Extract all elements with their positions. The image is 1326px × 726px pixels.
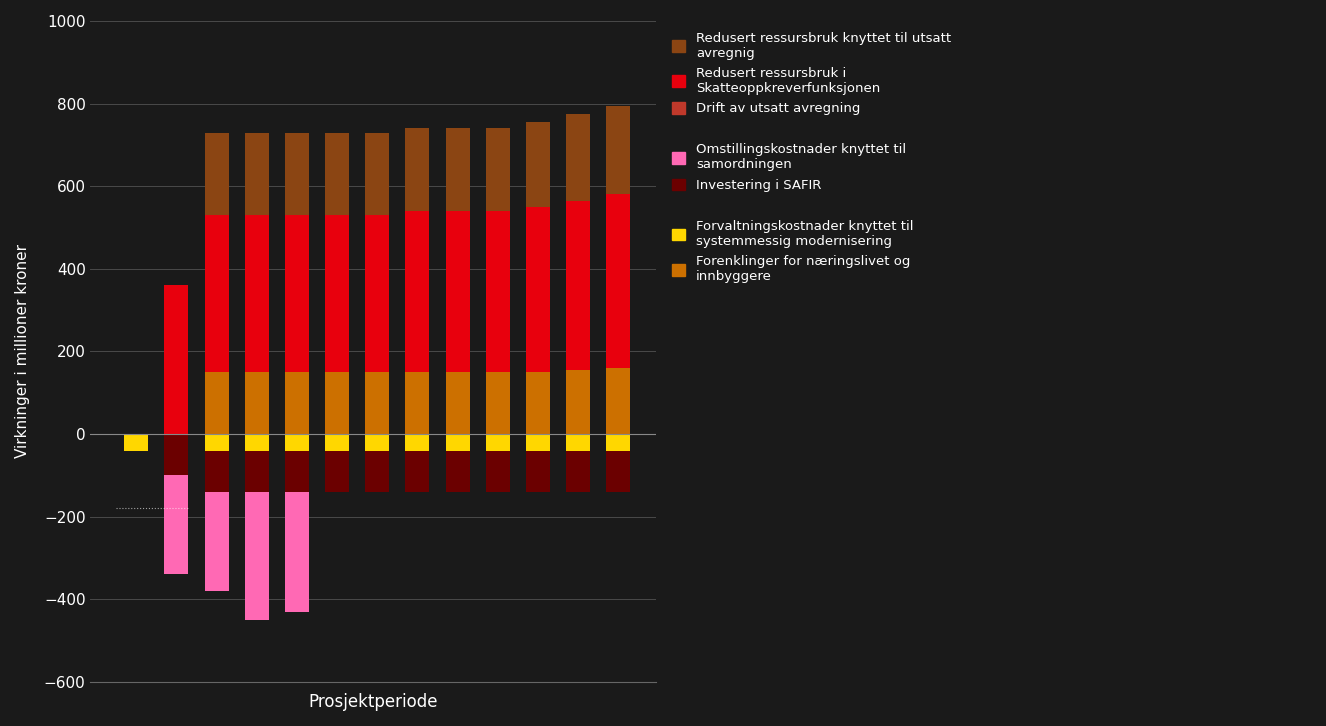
Bar [526, 451, 550, 492]
Bar [325, 434, 349, 451]
Bar [285, 215, 309, 372]
Bar [406, 372, 430, 434]
Bar [526, 207, 550, 372]
Bar [204, 434, 228, 451]
Bar [164, 476, 188, 574]
Bar [365, 434, 390, 451]
Bar [164, 285, 188, 434]
Bar [125, 434, 149, 451]
Bar [204, 451, 228, 492]
Bar [485, 211, 509, 372]
Bar [446, 451, 469, 492]
Bar [526, 434, 550, 451]
Bar [606, 451, 630, 492]
Bar [285, 434, 309, 451]
Bar [245, 492, 269, 620]
Bar [365, 133, 390, 215]
Bar [365, 451, 390, 492]
Bar [204, 372, 228, 434]
Bar [164, 434, 188, 476]
Bar [164, 434, 188, 451]
Bar [485, 129, 509, 211]
Bar [325, 215, 349, 372]
Legend: Redusert ressursbruk knyttet til utsatt
avregnig, Redusert ressursbruk i
Skatteo: Redusert ressursbruk knyttet til utsatt … [668, 28, 955, 287]
Bar [406, 451, 430, 492]
Bar [446, 434, 469, 451]
Bar [285, 451, 309, 492]
Bar [606, 195, 630, 368]
Bar [204, 215, 228, 372]
Bar [245, 451, 269, 492]
Bar [606, 106, 630, 195]
Bar [566, 434, 590, 451]
Bar [285, 133, 309, 215]
Bar [566, 114, 590, 200]
Bar [606, 368, 630, 434]
Bar [325, 372, 349, 434]
Bar [245, 133, 269, 215]
Bar [285, 372, 309, 434]
Bar [204, 492, 228, 591]
Bar [446, 129, 469, 211]
Bar [285, 492, 309, 612]
Bar [245, 372, 269, 434]
X-axis label: Prosjektperiode: Prosjektperiode [309, 693, 438, 711]
Bar [485, 434, 509, 451]
Bar [406, 434, 430, 451]
Bar [485, 372, 509, 434]
Bar [566, 370, 590, 434]
Bar [526, 372, 550, 434]
Bar [406, 211, 430, 372]
Bar [606, 434, 630, 451]
Bar [485, 451, 509, 492]
Bar [204, 133, 228, 215]
Bar [526, 122, 550, 207]
Bar [325, 451, 349, 492]
Bar [566, 200, 590, 370]
Bar [406, 129, 430, 211]
Bar [446, 372, 469, 434]
Bar [566, 451, 590, 492]
Bar [245, 215, 269, 372]
Bar [446, 211, 469, 372]
Bar [325, 133, 349, 215]
Bar [365, 372, 390, 434]
Bar [365, 215, 390, 372]
Bar [245, 434, 269, 451]
Y-axis label: Virkninger i millioner kroner: Virkninger i millioner kroner [15, 245, 30, 458]
